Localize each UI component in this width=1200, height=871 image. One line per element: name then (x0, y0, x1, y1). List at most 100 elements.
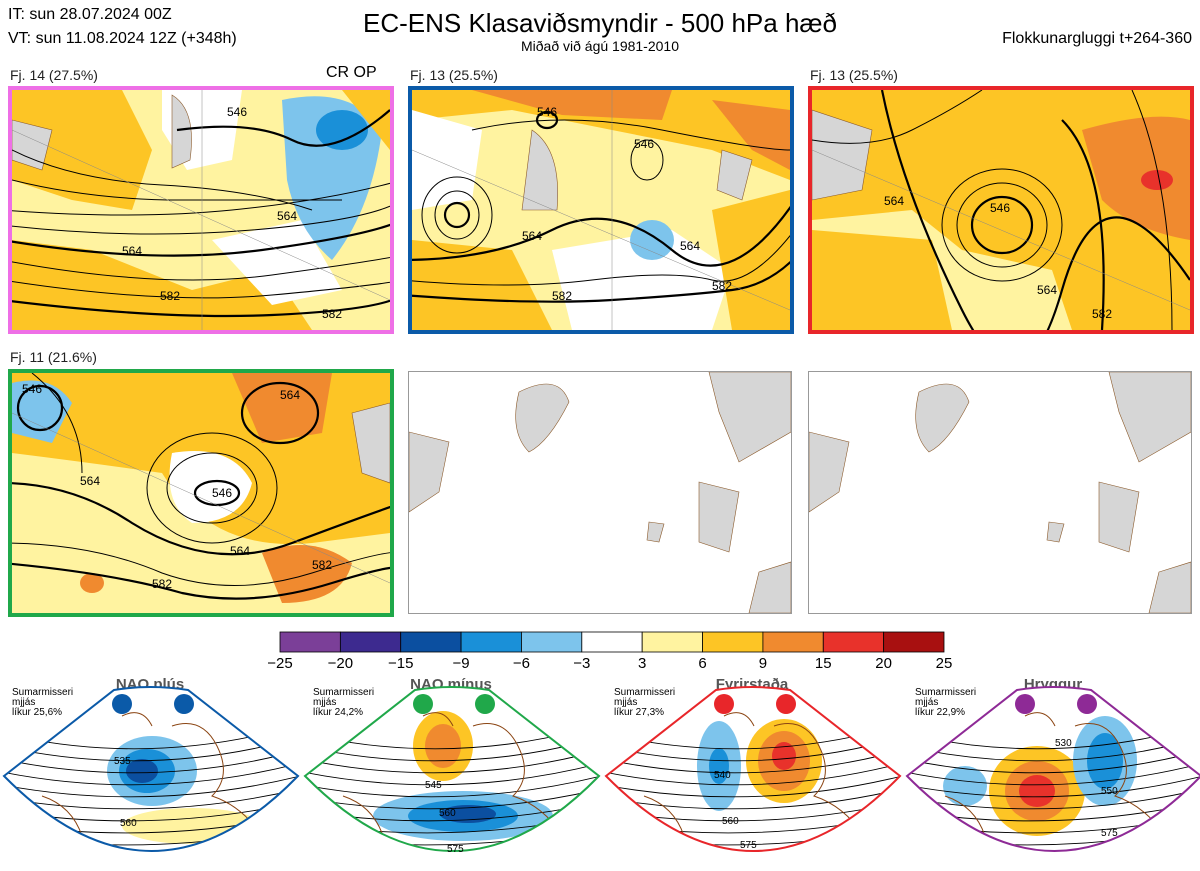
contour-label: 582 (1092, 307, 1112, 321)
colorbar-tick-label: −25 (267, 655, 293, 672)
regime-probability: líkur 22,9% (915, 707, 966, 718)
colorbar-cell (702, 631, 764, 653)
regime-source: mjjás (313, 697, 337, 708)
regime-marker-dot (1077, 694, 1097, 714)
valid-time: VT: sun 11.08.2024 12Z (+348h) (8, 30, 237, 47)
regime-contour-label: 530 (1055, 738, 1072, 749)
colorbar-tick-label: 6 (698, 655, 707, 672)
contour-label: 564 (1037, 283, 1057, 297)
regime-season: Sumarmisseri (614, 687, 676, 698)
regime-description: Sumarmisseri mjjás líkur 27,3% (614, 688, 675, 718)
contour-label: 564 (522, 229, 542, 243)
colorbar (279, 631, 945, 653)
panel-3-label: Fj. 13 (25.5%) (810, 67, 898, 83)
cluster-map-4: 546 564 546 564 564 582 582 (12, 373, 390, 613)
contour-label: 582 (312, 558, 332, 572)
contour-label: 582 (160, 289, 180, 303)
regime-season: Sumarmisseri (12, 687, 74, 698)
regime-description: Sumarmisseri mjjás líkur 24,2% (313, 688, 374, 718)
colorbar-tick-label: −3 (573, 655, 591, 672)
regime-outline (905, 686, 1200, 852)
colorbar-tick-label: 25 (935, 655, 953, 672)
contour-label: 582 (712, 279, 732, 293)
cluster-panel-2: 546 546 564 564 582 582 (408, 86, 794, 334)
height-contour (907, 759, 1200, 786)
regime-map: 530 550 575 (905, 686, 1200, 852)
colorbar-cell (521, 631, 583, 653)
empty-map-panel-2 (808, 371, 1192, 614)
contour-label: 564 (884, 194, 904, 208)
coastline (944, 712, 1166, 837)
regime-contour-label: 550 (1101, 786, 1118, 797)
height-contour (606, 759, 900, 786)
regime-marker-dot (1015, 694, 1035, 714)
regime-marker-dot (112, 694, 132, 714)
regime-source: mjjás (614, 697, 638, 708)
anomaly-blob (440, 805, 496, 823)
height-contour (907, 772, 1200, 798)
regime-description: Sumarmisseri mjjás líkur 22,9% (915, 688, 976, 718)
colorbar-cell (641, 631, 703, 653)
regime-contour-label: 545 (425, 780, 442, 791)
page-title: EC-ENS Klasaviðsmyndir - 500 hPa hæð (363, 8, 837, 38)
cluster-panel-1: 546 564 564 582 582 (8, 86, 394, 334)
regime-map: 545 560 575 (303, 686, 601, 855)
colorbar-cell (460, 631, 522, 653)
anomaly-blob (122, 808, 262, 844)
contour-label: 582 (552, 289, 572, 303)
regime-map: 540 560 575 (604, 686, 902, 852)
page-subtitle: Miðað við ágú 1981-2010 (520, 38, 679, 54)
regime-description: Sumarmisseri mjjás líkur 25,6% (12, 688, 73, 718)
colorbar-cell (279, 631, 341, 653)
regime-probability: líkur 27,3% (614, 707, 665, 718)
colorbar-cell (883, 631, 945, 653)
coastline (342, 712, 564, 837)
colorbar-cell (339, 631, 402, 653)
panel-2-label: Fj. 13 (25.5%) (410, 67, 498, 83)
panel-1-op-tag: CR OP (326, 64, 377, 81)
contour-label: 564 (80, 474, 100, 488)
cluster-window: Flokkunargluggi t+264-360 (1002, 30, 1192, 47)
regime-outline (604, 686, 902, 852)
regime-outline (2, 686, 300, 852)
cluster-map-2: 546 546 564 564 582 582 (412, 90, 790, 330)
regime-marker-dot (475, 694, 495, 714)
regime-contour-label: 575 (740, 840, 757, 851)
regime-contour-label: 575 (447, 844, 464, 855)
anomaly-blob (126, 759, 158, 783)
contour-label: 546 (227, 105, 247, 119)
regime-contour-label: 540 (714, 770, 731, 781)
height-contour (907, 746, 1200, 774)
cluster-map-1: 546 564 564 582 582 (12, 90, 390, 330)
height-contour (4, 759, 298, 786)
anomaly-blob (1019, 775, 1055, 807)
contour-label: 564 (230, 544, 250, 558)
panel-1-label: Fj. 14 (27.5%) (10, 67, 98, 83)
empty-map-panel-1 (408, 371, 792, 614)
regime-contour-label: 535 (114, 756, 131, 767)
empty-map-2 (809, 372, 1191, 613)
colorbar-tick-label: 9 (758, 655, 768, 672)
colorbar-tick-label: 20 (875, 655, 892, 672)
height-contour (4, 772, 298, 798)
empty-map-1 (409, 372, 791, 613)
regime-probability: líkur 25,6% (12, 707, 63, 718)
height-contour (305, 746, 599, 774)
anomaly-blob (943, 766, 987, 806)
regime-source: mjjás (12, 697, 36, 708)
height-contour (305, 772, 599, 798)
regime-map: 535 560 (2, 686, 300, 852)
colorbar-cell (762, 631, 824, 653)
height-contour (606, 772, 900, 798)
colorbar-tick-label: −15 (387, 655, 414, 672)
cluster-panel-4: 546 564 546 564 564 582 582 (8, 369, 394, 617)
cluster-panel-3: 564 546 564 582 (808, 86, 1194, 334)
coastline (41, 712, 263, 837)
contour-label: 564 (277, 209, 297, 223)
contour-label: 564 (680, 239, 700, 253)
regime-probability: líkur 24,2% (313, 707, 364, 718)
colorbar-tick-label: 3 (638, 655, 647, 672)
regime-outline (303, 686, 601, 852)
init-time: IT: sun 28.07.2024 00Z (8, 6, 172, 23)
contour-label: 582 (322, 307, 342, 321)
